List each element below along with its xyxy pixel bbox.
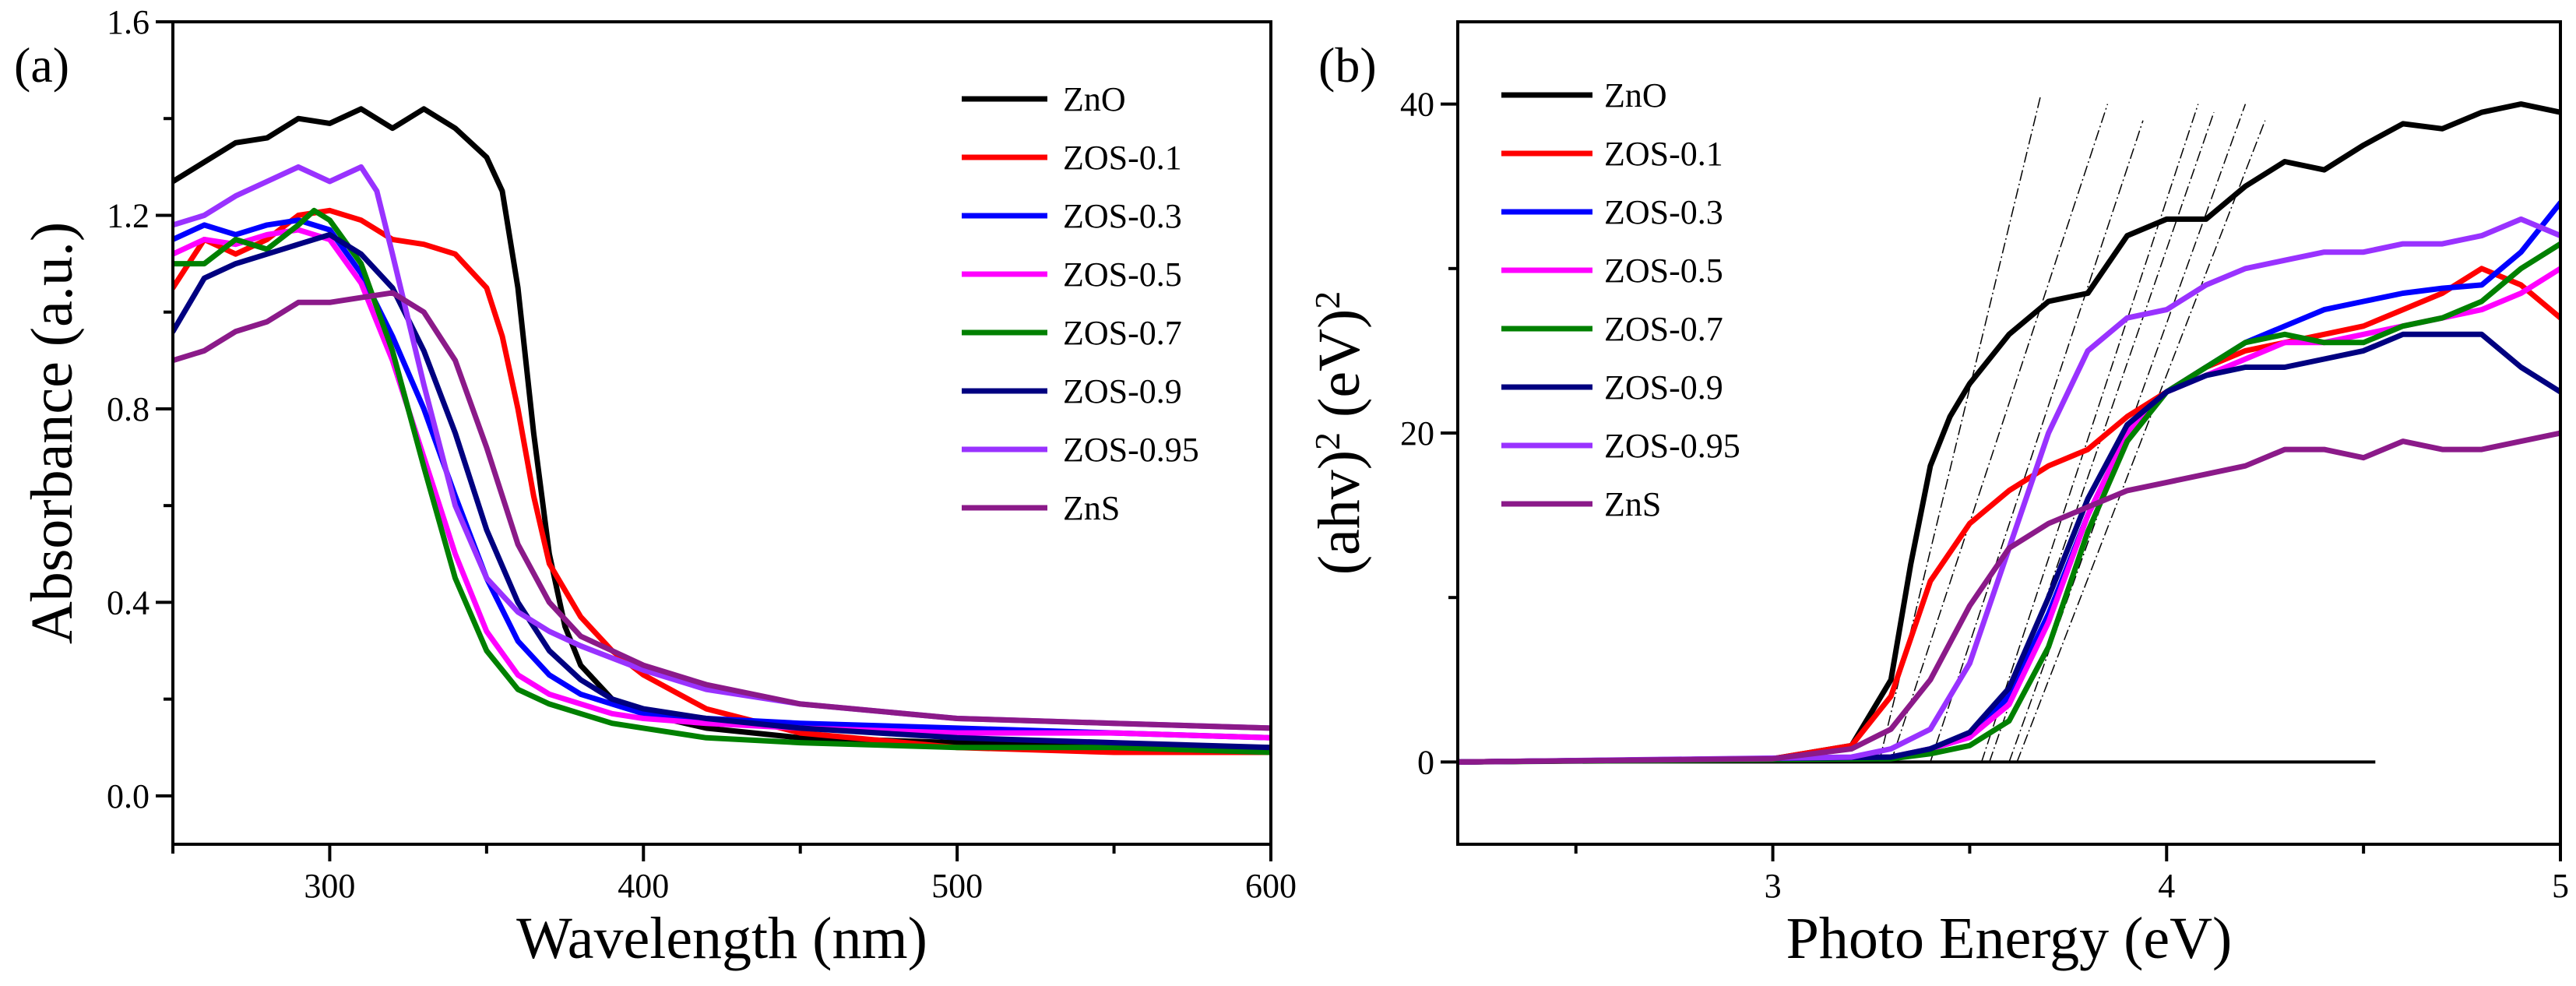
plot-area (173, 106, 1271, 755)
x-tick-label: 5 (2552, 867, 2569, 905)
legend-label: ZnS (1063, 489, 1120, 527)
plot-frame (171, 20, 1272, 846)
y-tick-label: 0 (1417, 743, 1434, 781)
series-line-zno (1458, 101, 2560, 765)
legend-label: ZOS-0.9 (1604, 368, 1723, 407)
tangent-line-7 (2016, 120, 2266, 762)
tangent-line-2 (1890, 104, 2109, 762)
series-line-zos-0-3 (173, 217, 1271, 741)
tangent-line-4 (1980, 104, 2199, 762)
x-tick-label: 3 (1765, 867, 1782, 905)
y-tick-label: 20 (1400, 414, 1434, 453)
series-line-zos-0-95 (1458, 216, 2560, 765)
x-tick-label: 400 (618, 867, 669, 905)
legend-label: ZOS-0.5 (1063, 255, 1182, 294)
series-line-zos-0-7 (173, 207, 1271, 755)
y-tick-label: 0.0 (107, 777, 150, 815)
series-line-zos-0-7 (1458, 241, 2560, 765)
y-axis-title: (ahv)2 (eV)2 (1307, 291, 1372, 576)
series-line-zns (1458, 430, 2560, 765)
y-tick-label: 0.4 (107, 583, 150, 622)
legend: ZnO ZOS-0.1 ZOS-0.3 ZOS-0.5 ZOS-0.7 ZOS-0.9 ZO… (1501, 76, 1740, 523)
y-tick-label: 1.6 (107, 3, 150, 41)
series-line-zos-0-9 (173, 231, 1271, 751)
plot-area (1458, 95, 2560, 765)
legend-label: ZOS-0.1 (1063, 139, 1182, 177)
legend-label: ZOS-0.95 (1604, 427, 1740, 465)
legend-label: ZnS (1604, 485, 1661, 523)
series-line-zns (173, 290, 1271, 731)
legend-label: ZOS-0.7 (1604, 310, 1723, 348)
legend-label: ZOS-0.95 (1063, 431, 1199, 469)
panel-label: (b) (1318, 37, 1377, 93)
y-tick-label: 1.2 (107, 196, 150, 234)
legend-label: ZnO (1604, 76, 1667, 114)
legend-label: ZOS-0.5 (1604, 252, 1723, 290)
legend-label: ZOS-0.1 (1604, 135, 1723, 173)
x-tick-label: 300 (304, 867, 355, 905)
legend-label: ZnO (1063, 80, 1126, 118)
x-tick-label: 500 (931, 867, 983, 905)
y-axis-title: Absorbance (a.u.) (19, 222, 85, 644)
panel-a: 300 400 500 600 0.0 0.4 0.8 1.2 1.6 Wavelength (n… (14, 3, 1297, 971)
y-tick-label: 0.8 (107, 390, 150, 428)
series-line-zos-0-9 (1458, 331, 2560, 765)
legend-label: ZOS-0.7 (1063, 314, 1182, 352)
legend: ZnO ZOS-0.1 ZOS-0.3 ZOS-0.5 ZOS-0.7 ZOS-0.9 ZO… (962, 80, 1199, 527)
legend-label: ZOS-0.9 (1063, 372, 1182, 410)
tangent-line-3 (1930, 120, 2144, 762)
x-axis-title: Wavelength (nm) (516, 906, 927, 971)
panel-b: 3 4 5 0 20 40 Photo Energy (eV) (ahv)2 (eV)2 (b)… (1307, 20, 2569, 971)
x-tick-label: 4 (2158, 867, 2175, 905)
y-tick-label: 40 (1400, 86, 1434, 124)
legend-label: ZOS-0.3 (1604, 193, 1723, 231)
series-line-zno (173, 106, 1271, 751)
legend-label: ZOS-0.3 (1063, 197, 1182, 235)
x-tick-label: 600 (1245, 867, 1297, 905)
x-axis-title: Photo Energy (eV) (1786, 906, 2233, 971)
panel-label: (a) (14, 37, 69, 93)
series-line-zos-0-5 (173, 227, 1271, 741)
